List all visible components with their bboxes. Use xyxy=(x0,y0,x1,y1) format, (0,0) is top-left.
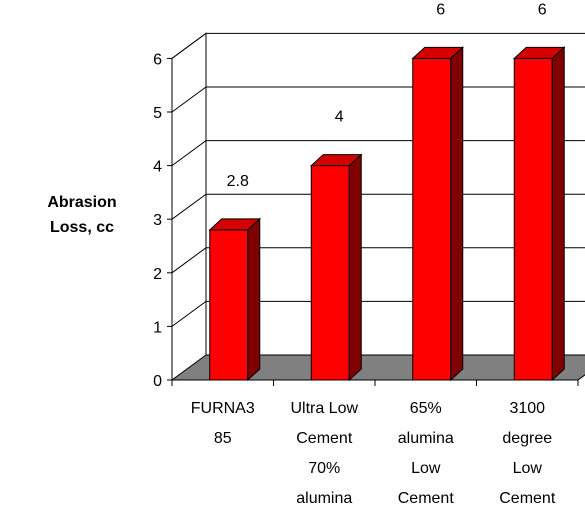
x-tick-labels: FURNA3 85 Ultra Low Cement 70% alumina 65% alum… xyxy=(191,400,556,507)
y-tick-labels: 0 1 2 3 4 5 6 xyxy=(153,51,162,390)
y-tick-label: 3 xyxy=(153,212,162,229)
y-tick-label: 0 xyxy=(153,373,162,390)
x-tick-label: alumina xyxy=(296,490,352,507)
bar-side xyxy=(450,46,464,382)
y-tick-label: 5 xyxy=(153,105,162,122)
bar-side xyxy=(551,46,565,382)
x-tick-label: Low xyxy=(513,460,543,477)
y-tick-label: 4 xyxy=(153,159,162,176)
x-tick-label: 70% xyxy=(308,460,340,477)
chart-gridlines xyxy=(171,32,585,327)
data-label: 4 xyxy=(335,109,344,126)
x-tick-label: 65% xyxy=(410,400,442,417)
x-tick-label: Cement xyxy=(296,430,353,447)
bar xyxy=(309,153,363,382)
x-tick-label: Ultra Low xyxy=(290,400,358,417)
x-tick-label: Low xyxy=(411,460,441,477)
gridline xyxy=(171,86,585,113)
y-axis-label: Abrasion Loss, cc xyxy=(47,194,117,236)
x-tick-label: Cement xyxy=(499,490,556,507)
y-tick-label: 2 xyxy=(153,266,162,283)
x-tick-label: degree xyxy=(502,430,552,447)
data-labels: 2.8 4 6 6 xyxy=(227,1,547,190)
bar-side xyxy=(348,153,362,382)
gridline xyxy=(171,140,585,167)
bar xyxy=(512,46,566,382)
gridline xyxy=(171,193,585,220)
bar xyxy=(411,46,465,382)
y-tick-label: 1 xyxy=(153,319,162,336)
bar-front xyxy=(310,165,350,381)
data-label: 6 xyxy=(436,1,445,18)
x-tick-label: FURNA3 xyxy=(191,400,255,417)
bar-side xyxy=(247,217,261,382)
bar-front xyxy=(412,57,452,381)
y-tick-label: 6 xyxy=(153,51,162,68)
x-tick-label: 3100 xyxy=(509,400,545,417)
data-label: 6 xyxy=(538,1,547,18)
bar-front xyxy=(209,229,249,381)
x-tick-label: Cement xyxy=(398,490,455,507)
x-tick-label: alumina xyxy=(398,430,454,447)
gridline xyxy=(171,32,585,59)
chart-bars xyxy=(208,46,566,382)
gridline xyxy=(171,300,585,327)
data-label: 2.8 xyxy=(227,173,249,190)
gridline xyxy=(171,247,585,274)
bar-front xyxy=(513,57,553,381)
bar xyxy=(208,217,262,382)
x-tick-label: 85 xyxy=(214,430,232,447)
